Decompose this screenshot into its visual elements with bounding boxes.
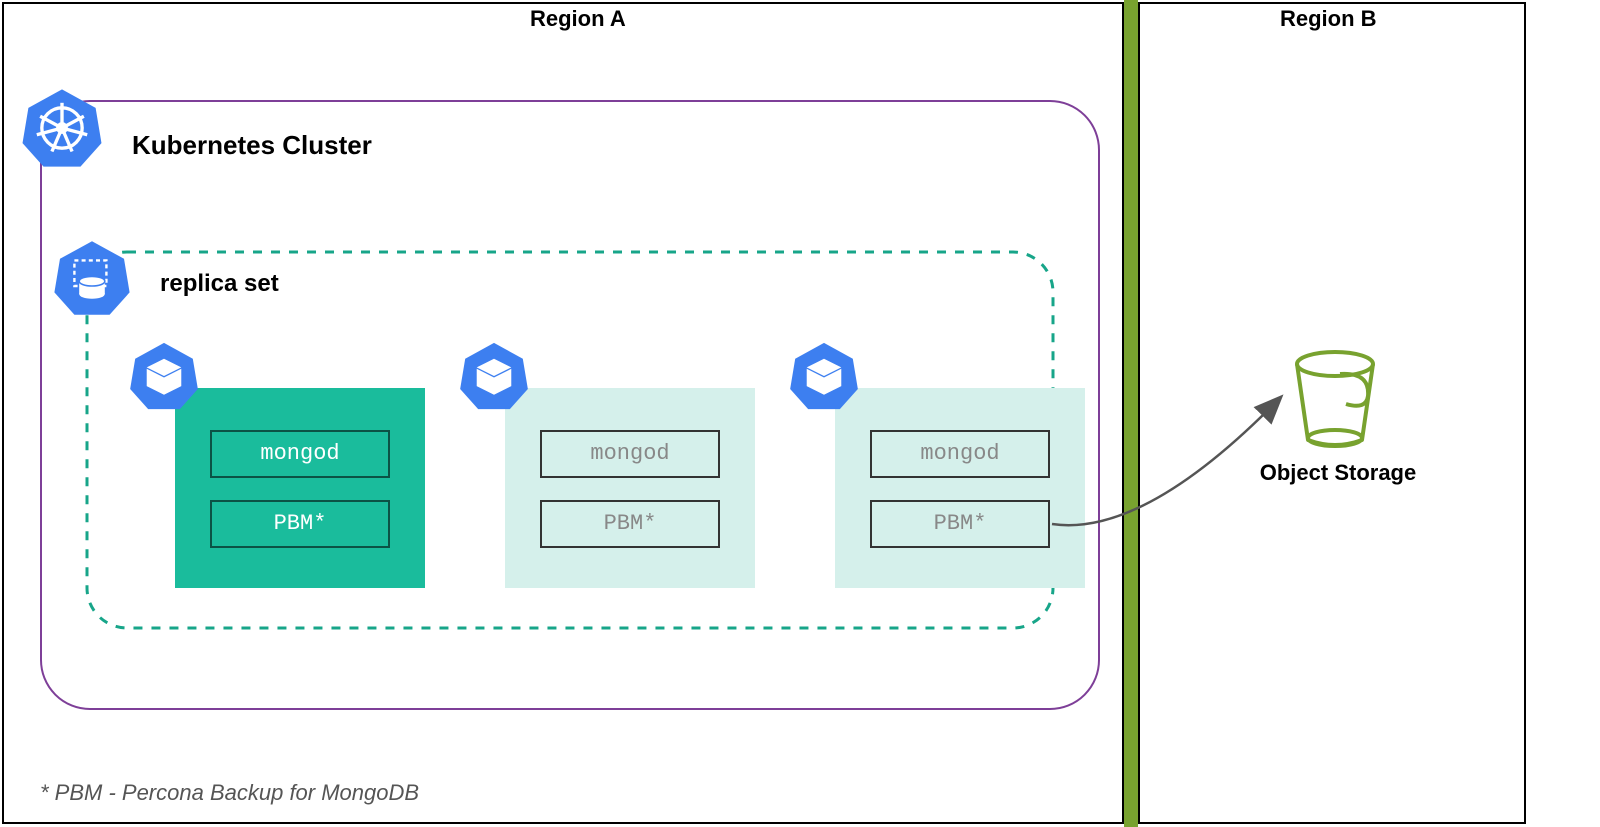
pod-card-primary — [175, 388, 425, 588]
object-storage-label: Object Storage — [1248, 460, 1428, 486]
kubernetes-icon — [20, 86, 104, 170]
pod-card-secondary — [835, 388, 1085, 588]
region-b-title: Region B — [1280, 6, 1377, 32]
pbm-box: PBM* — [540, 500, 720, 548]
pod-icon — [128, 340, 200, 412]
bucket-icon — [1290, 350, 1380, 450]
pod-icon — [458, 340, 530, 412]
cluster-title: Kubernetes Cluster — [132, 130, 372, 161]
region-a-title: Region A — [530, 6, 626, 32]
mongod-box: mongod — [540, 430, 720, 478]
pbm-box: PBM* — [870, 500, 1050, 548]
pbm-box: PBM* — [210, 500, 390, 548]
pod-card-secondary — [505, 388, 755, 588]
mongod-box: mongod — [870, 430, 1050, 478]
replicaset-title: replica set — [160, 270, 279, 298]
mongod-box: mongod — [210, 430, 390, 478]
replicaset-icon — [52, 238, 132, 318]
region-divider — [1124, 0, 1138, 827]
footnote: * PBM - Percona Backup for MongoDB — [40, 780, 419, 806]
pod-icon — [788, 340, 860, 412]
